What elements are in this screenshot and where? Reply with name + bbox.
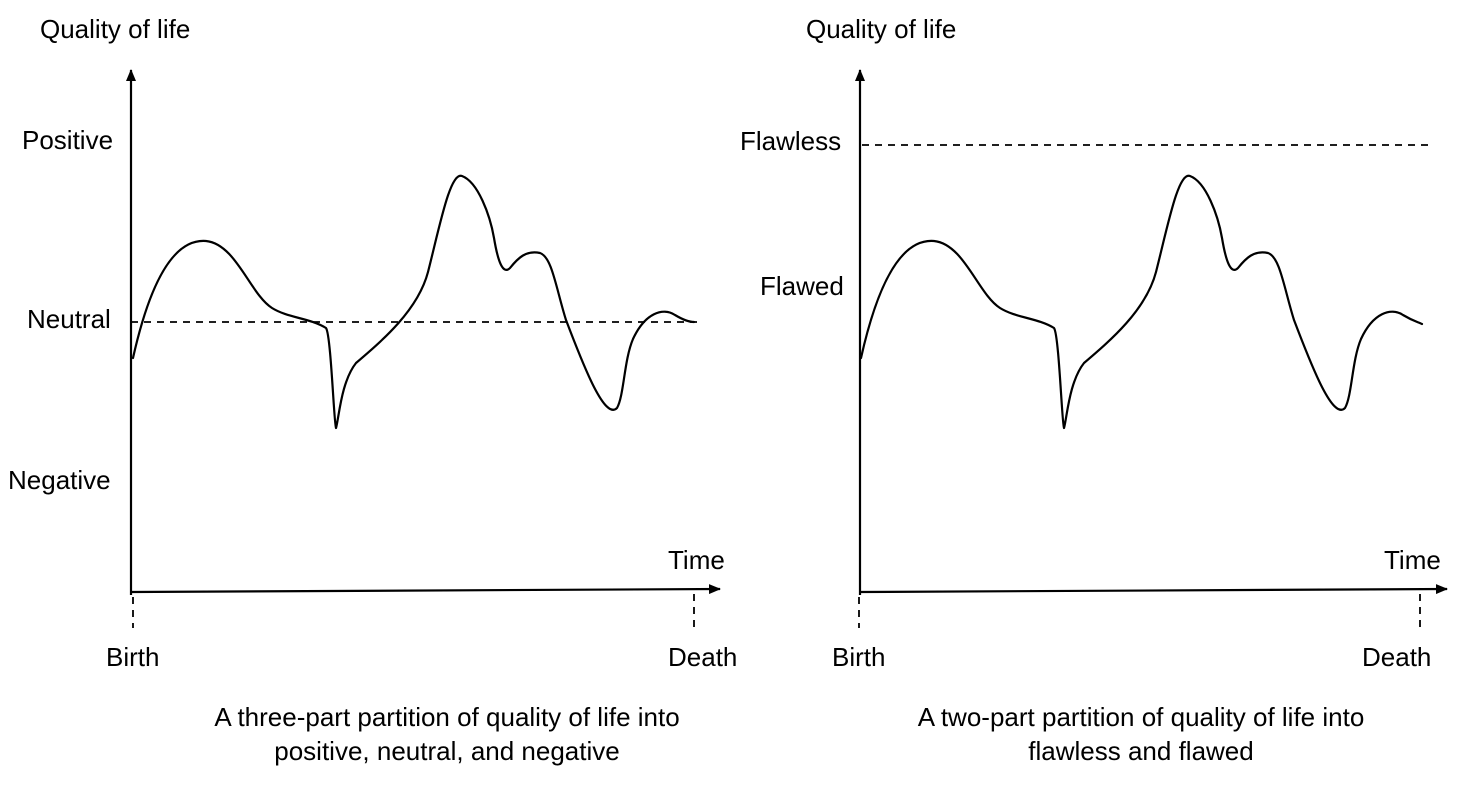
- left-birth-label: Birth: [106, 642, 159, 672]
- right-caption-line1: A two-part partition of quality of life …: [918, 702, 1365, 732]
- right-caption-line2: flawless and flawed: [1028, 736, 1253, 766]
- left-x-axis-label: Time: [668, 545, 725, 575]
- right-birth-label: Birth: [832, 642, 885, 672]
- right-panel: Quality of life Flawless Flawed Time Bir…: [740, 14, 1448, 766]
- left-x-axis: [130, 584, 721, 595]
- right-death-label: Death: [1362, 642, 1431, 672]
- right-x-axis-label: Time: [1384, 545, 1441, 575]
- right-level-flawless: Flawless: [740, 126, 841, 156]
- left-level-negative: Negative: [8, 465, 111, 495]
- left-caption-line1: A three-part partition of quality of lif…: [214, 702, 679, 732]
- left-caption-line2: positive, neutral, and negative: [274, 736, 619, 766]
- right-level-flawed: Flawed: [760, 271, 844, 301]
- left-level-neutral: Neutral: [27, 304, 111, 334]
- left-panel: Quality of life Positive Neutral Negativ…: [8, 14, 737, 766]
- left-y-axis-label: Quality of life: [40, 14, 190, 44]
- left-life-curve: [131, 174, 696, 430]
- right-x-axis: [859, 584, 1448, 595]
- right-life-curve: [859, 174, 1424, 430]
- left-level-positive: Positive: [22, 125, 113, 155]
- right-y-axis-label: Quality of life: [806, 14, 956, 44]
- left-death-label: Death: [668, 642, 737, 672]
